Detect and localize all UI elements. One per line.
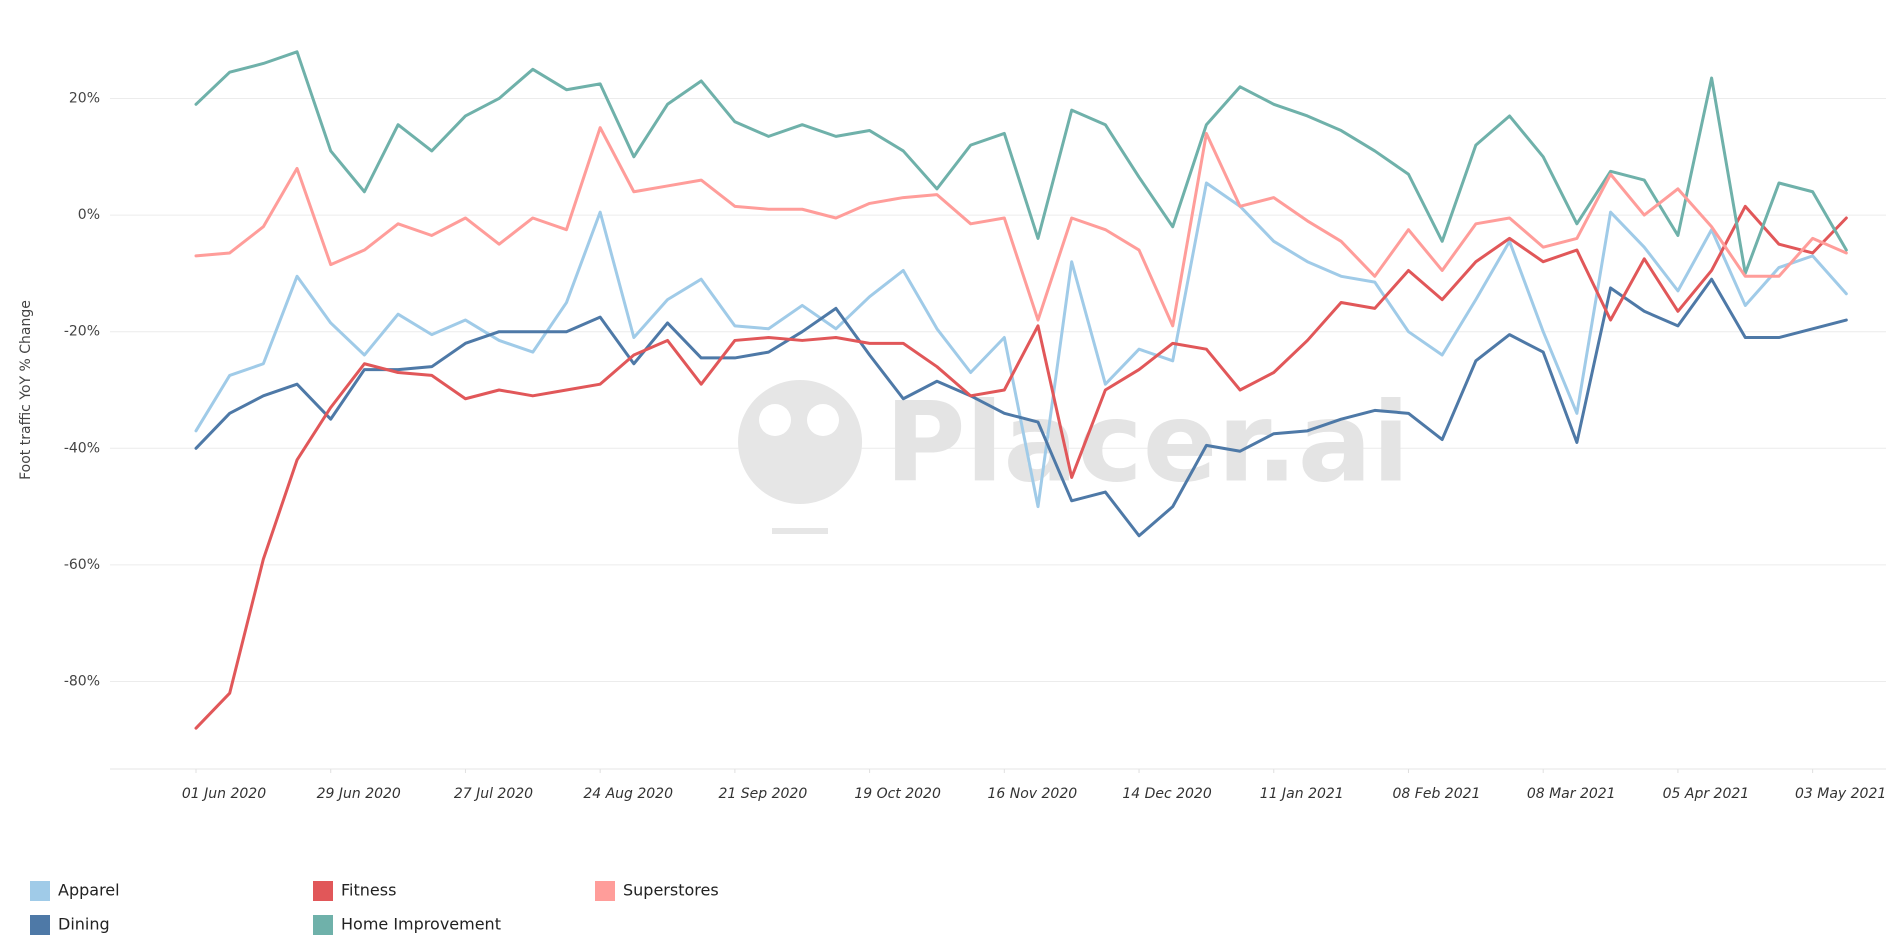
legend-swatch: [595, 881, 615, 901]
x-tick-label: 29 Jun 2020: [317, 786, 401, 802]
y-tick-label: 0%: [78, 207, 100, 223]
grid: 20% 0% -20% -40% -60% -80% 01 Jun 2020 29 Jun 2…: [64, 90, 1886, 802]
legend-swatch: [313, 915, 333, 935]
x-tick-label: 14 Dec 2020: [1122, 786, 1212, 802]
y-axis-label: Foot traffic YoY % Change: [18, 300, 34, 480]
series-line: [194, 277, 1848, 538]
watermark: Placer.ai: [885, 378, 1410, 506]
legend-label: Apparel: [58, 881, 120, 900]
x-tick-label: 24 Aug 2020: [583, 786, 673, 802]
legend: Apparel Dining Fitness Home Improvement Supe…: [30, 881, 719, 935]
y-tick-label: 20%: [69, 90, 100, 106]
legend-swatch: [30, 881, 50, 901]
series-line: [194, 181, 1848, 509]
x-tick-label: 27 Jul 2020: [454, 786, 533, 802]
x-tick-label: 08 Mar 2021: [1527, 786, 1616, 802]
series-line: [194, 126, 1848, 328]
y-tick-label: -40%: [64, 440, 100, 456]
x-tick-label: 19 Oct 2020: [854, 786, 941, 802]
legend-label: Dining: [58, 915, 110, 934]
x-tick-label: 05 Apr 2021: [1663, 786, 1750, 802]
legend-label: Fitness: [341, 881, 396, 900]
y-tick-label: -60%: [64, 557, 100, 573]
lines: [194, 50, 1848, 730]
legend-label: Superstores: [623, 881, 719, 900]
y-tick-label: -20%: [64, 324, 100, 340]
x-tick-label: 11 Jan 2021: [1260, 786, 1344, 802]
x-tick-label: 08 Feb 2021: [1393, 786, 1481, 802]
series-line: [194, 50, 1848, 275]
x-tick-label: 21 Sep 2020: [719, 786, 808, 802]
legend-swatch: [313, 881, 333, 901]
legend-swatch: [30, 915, 50, 935]
x-tick-label: 16 Nov 2020: [987, 786, 1077, 802]
x-tick-label: 03 May 2021: [1795, 786, 1886, 802]
y-tick-label: -80%: [64, 674, 100, 690]
watermark-logo: [738, 380, 863, 534]
legend-label: Home Improvement: [341, 915, 501, 934]
series-line: [194, 204, 1848, 730]
x-tick-label: 01 Jun 2020: [182, 786, 266, 802]
